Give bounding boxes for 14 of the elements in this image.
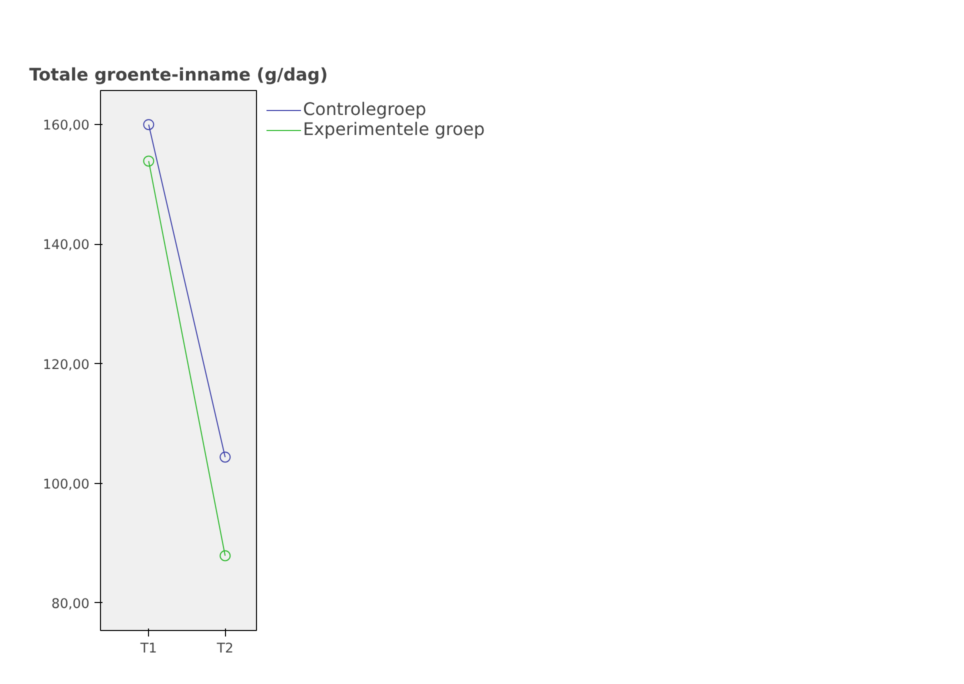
point: [143, 119, 154, 130]
point: [220, 550, 231, 562]
point: [220, 452, 231, 463]
y-tick-label: 140,00: [42, 238, 90, 254]
x-tick-label: T2: [216, 642, 234, 656]
y-tick-label: 160,00: [42, 118, 90, 134]
legend-label: Controlegroep: [303, 100, 426, 120]
point: [143, 156, 154, 167]
legend-label: Experimentele groep: [303, 120, 485, 140]
y-tick-label: 120,00: [42, 358, 90, 373]
x-tick-label: T1: [139, 642, 157, 656]
y-tick-label: 80,00: [51, 596, 90, 612]
chart-title: Totale groente-inname (g/dag): [29, 66, 328, 86]
y-tick-label: 100,00: [42, 477, 90, 492]
